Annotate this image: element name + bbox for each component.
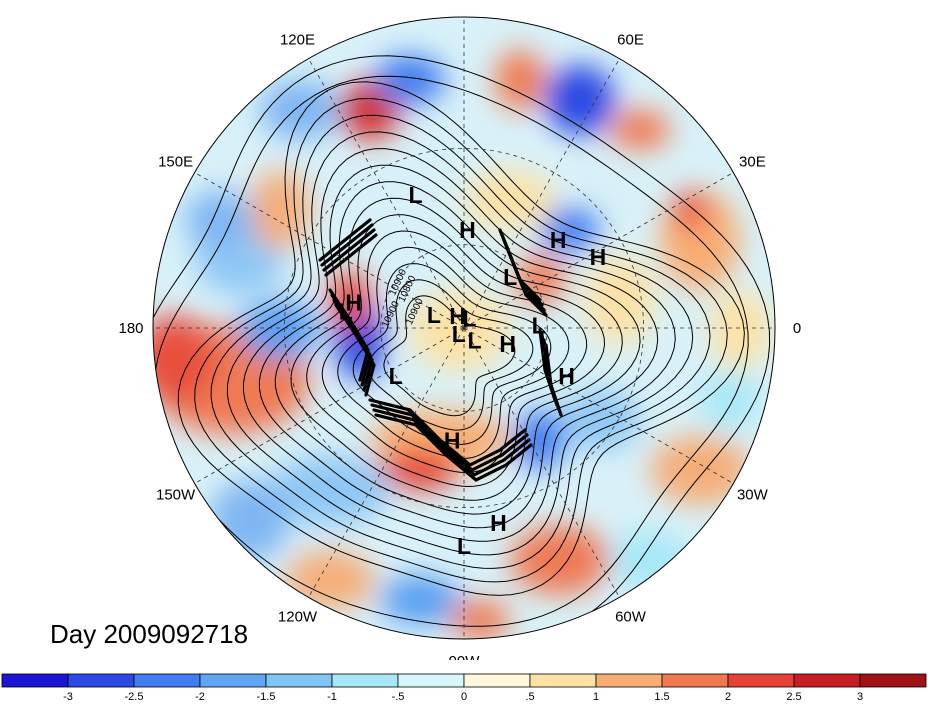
height-contour <box>383 295 516 417</box>
colorbar-swatch <box>133 673 201 688</box>
jet-contour <box>324 233 378 277</box>
height-contour <box>274 181 641 515</box>
low-pressure-marker: L <box>389 363 403 389</box>
colorbar-swatch <box>793 673 861 688</box>
colorbar-swatch <box>67 673 135 688</box>
colorbar-tick-label: -3 <box>63 691 73 703</box>
longitude-label: 180 <box>118 320 143 337</box>
colorbar-tick-label: -1 <box>327 691 337 703</box>
low-pressure-marker: L <box>427 302 441 328</box>
longitude-label: 30E <box>739 154 766 171</box>
height-contour <box>177 81 745 596</box>
longitude-labels: 90E 60E 30E 0 30W 60W 90W 120W 150W 180 150E 120E <box>118 0 801 660</box>
colorbar-tick-label: 2 <box>725 691 731 703</box>
high-pressure-marker: H <box>459 217 476 243</box>
jet-contour <box>544 343 563 417</box>
colorbar-swatch <box>1 673 69 688</box>
longitude-label: 60E <box>617 32 644 49</box>
meridian-300 <box>463 327 620 598</box>
high-pressure-marker: H <box>444 428 461 454</box>
jet-stream-contours <box>318 218 563 482</box>
low-pressure-marker: L <box>457 533 471 559</box>
meridian-210 <box>194 327 465 484</box>
high-pressure-marker: H <box>499 331 516 357</box>
meridian-30 <box>463 172 734 329</box>
height-contour <box>352 263 552 445</box>
high-pressure-marker: H <box>345 290 362 316</box>
colorbar-tick-label: -.5 <box>392 691 405 703</box>
jet-contour <box>322 228 376 272</box>
jet-contour <box>504 243 548 317</box>
jet-contour <box>320 223 374 267</box>
colorbar-tick-label: 2.5 <box>786 691 801 703</box>
colorbar-swatch <box>661 673 729 688</box>
jet-contour <box>334 303 376 397</box>
colorbar-tick-label: 1.5 <box>654 691 669 703</box>
high-pressure-marker: H <box>449 303 466 329</box>
colorbar-tick-label: -1.5 <box>257 691 276 703</box>
colorbar-swatch <box>727 673 795 688</box>
longitude-label: 150E <box>158 154 193 171</box>
longitude-label: 90W <box>449 653 481 660</box>
high-pressure-marker: H <box>558 363 575 389</box>
map-title: Day 2009092718 <box>50 619 249 649</box>
meridian-240 <box>308 327 465 598</box>
colorbar-swatch <box>331 673 399 688</box>
longitude-label: 120W <box>278 608 318 625</box>
colorbar-tick-label: 3 <box>857 691 863 703</box>
meridian-120 <box>308 58 465 329</box>
meridian-60 <box>463 58 620 329</box>
height-contour <box>153 55 771 639</box>
colorbar-swatch <box>463 673 531 688</box>
colorbar-swatch <box>595 673 663 688</box>
longitude-label: 120E <box>280 32 315 49</box>
height-contour <box>210 114 711 569</box>
longitude-label: 150W <box>156 487 196 504</box>
low-pressure-marker: L <box>452 321 466 347</box>
height-contour <box>153 75 749 627</box>
jet-contour <box>372 408 531 477</box>
longitude-label: 90E <box>451 0 478 4</box>
polar-map: 90E 60E 30E 0 30W 60W 90W 120W 150W 180 150E 120E 1… <box>118 0 801 660</box>
jet-contour <box>370 403 529 472</box>
high-pressure-marker: H <box>490 510 507 536</box>
colorbar: -3 -2.5 -2 -1.5 -1 -.5 0 .5 1 1.5 2 2.5 3 <box>1 673 927 703</box>
height-contour <box>337 246 570 460</box>
colorbar-swatch <box>859 673 927 688</box>
height-contour <box>226 131 694 556</box>
lat-lon-grid <box>153 17 775 639</box>
low-pressure-marker: L <box>408 182 422 208</box>
meridian-330 <box>463 327 734 484</box>
height-contour <box>194 97 728 583</box>
colorbar-tick-label: -2 <box>195 691 205 703</box>
colorbar-swatch <box>265 673 333 688</box>
meridian-150 <box>194 172 465 329</box>
colorbar-tick-label: 0 <box>461 691 467 703</box>
longitude-label: 60W <box>615 608 647 625</box>
jet-contour <box>318 218 372 262</box>
jet-contour <box>374 413 533 482</box>
longitude-label: 30W <box>737 487 769 504</box>
height-contour <box>243 148 676 542</box>
colorbar-swatch <box>397 673 465 688</box>
low-pressure-marker: L <box>503 264 517 290</box>
colorbar-tick-label: 1 <box>593 691 599 703</box>
jet-contour <box>368 398 527 467</box>
high-pressure-marker: H <box>550 227 567 253</box>
colorbar-tick-label: -2.5 <box>125 691 144 703</box>
height-contour <box>321 230 588 474</box>
colorbar-swatch <box>529 673 597 688</box>
map-border <box>152 16 776 640</box>
low-pressure-marker: L <box>462 306 476 332</box>
low-pressure-marker: L <box>532 312 546 338</box>
colorbar-swatch <box>199 673 267 688</box>
low-pressure-marker: L <box>339 298 353 324</box>
longitude-label: 0 <box>793 320 801 337</box>
high-pressure-marker: H <box>590 244 607 270</box>
colorbar-tick-label: .5 <box>525 691 534 703</box>
low-pressure-marker: L <box>467 328 481 354</box>
